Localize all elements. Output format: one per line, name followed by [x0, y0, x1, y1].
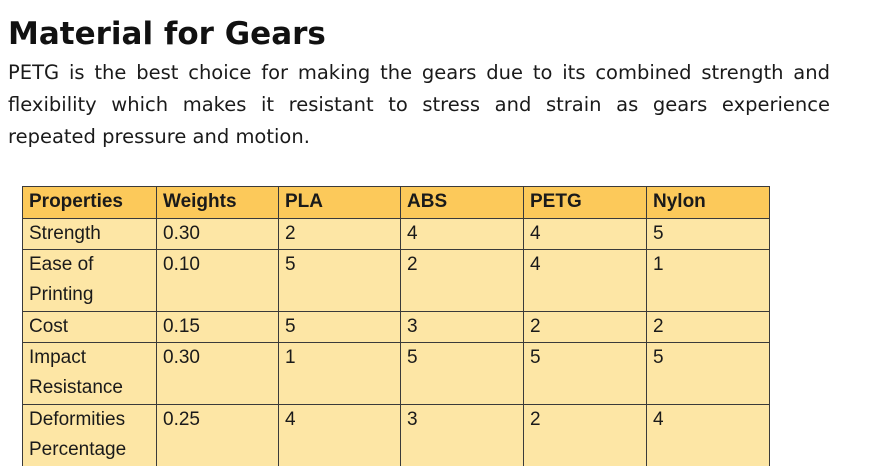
header-abs: ABS	[400, 186, 524, 219]
cell-weight: 0.30	[156, 218, 279, 250]
cell-property: Deformities Percentage	[22, 404, 157, 466]
table-row: Strength 0.30 2 4 4 5	[22, 218, 770, 250]
material-properties-table: Properties Weights PLA ABS PETG Nylon St…	[22, 186, 770, 466]
header-weights: Weights	[156, 186, 279, 219]
table-row: Impact Resistance 0.30 1 5 5 5	[22, 342, 770, 405]
cell-nylon: 2	[646, 311, 770, 343]
cell-pla: 2	[278, 218, 401, 250]
header-pla: PLA	[278, 186, 401, 219]
table-row: Deformities Percentage 0.25 4 3 2 4	[22, 404, 770, 466]
cell-property: Ease of Printing	[22, 249, 157, 312]
page-title: Material for Gears	[8, 16, 326, 52]
cell-pla: 5	[278, 249, 401, 312]
table-row: Cost 0.15 5 3 2 2	[22, 311, 770, 343]
header-nylon: Nylon	[646, 186, 770, 219]
cell-abs: 4	[400, 218, 524, 250]
cell-nylon: 5	[646, 342, 770, 405]
cell-property: Cost	[22, 311, 157, 343]
table-row: Ease of Printing 0.10 5 2 4 1	[22, 249, 770, 312]
cell-petg: 4	[523, 218, 647, 250]
cell-pla: 4	[278, 404, 401, 466]
cell-abs: 2	[400, 249, 524, 312]
cell-weight: 0.25	[156, 404, 279, 466]
table-header-row: Properties Weights PLA ABS PETG Nylon	[22, 186, 770, 219]
cell-petg: 2	[523, 311, 647, 343]
cell-nylon: 5	[646, 218, 770, 250]
description-paragraph: PETG is the best choice for making the g…	[8, 61, 830, 148]
cell-weight: 0.10	[156, 249, 279, 312]
cell-petg: 2	[523, 404, 647, 466]
cell-weight: 0.15	[156, 311, 279, 343]
cell-nylon: 4	[646, 404, 770, 466]
cell-petg: 5	[523, 342, 647, 405]
cell-abs: 5	[400, 342, 524, 405]
header-properties: Properties	[22, 186, 157, 219]
cell-property: Impact Resistance	[22, 342, 157, 405]
header-petg: PETG	[523, 186, 647, 219]
cell-petg: 4	[523, 249, 647, 312]
cell-abs: 3	[400, 404, 524, 466]
cell-weight: 0.30	[156, 342, 279, 405]
cell-property: Strength	[22, 218, 157, 250]
cell-pla: 1	[278, 342, 401, 405]
cell-abs: 3	[400, 311, 524, 343]
cell-nylon: 1	[646, 249, 770, 312]
cell-pla: 5	[278, 311, 401, 343]
